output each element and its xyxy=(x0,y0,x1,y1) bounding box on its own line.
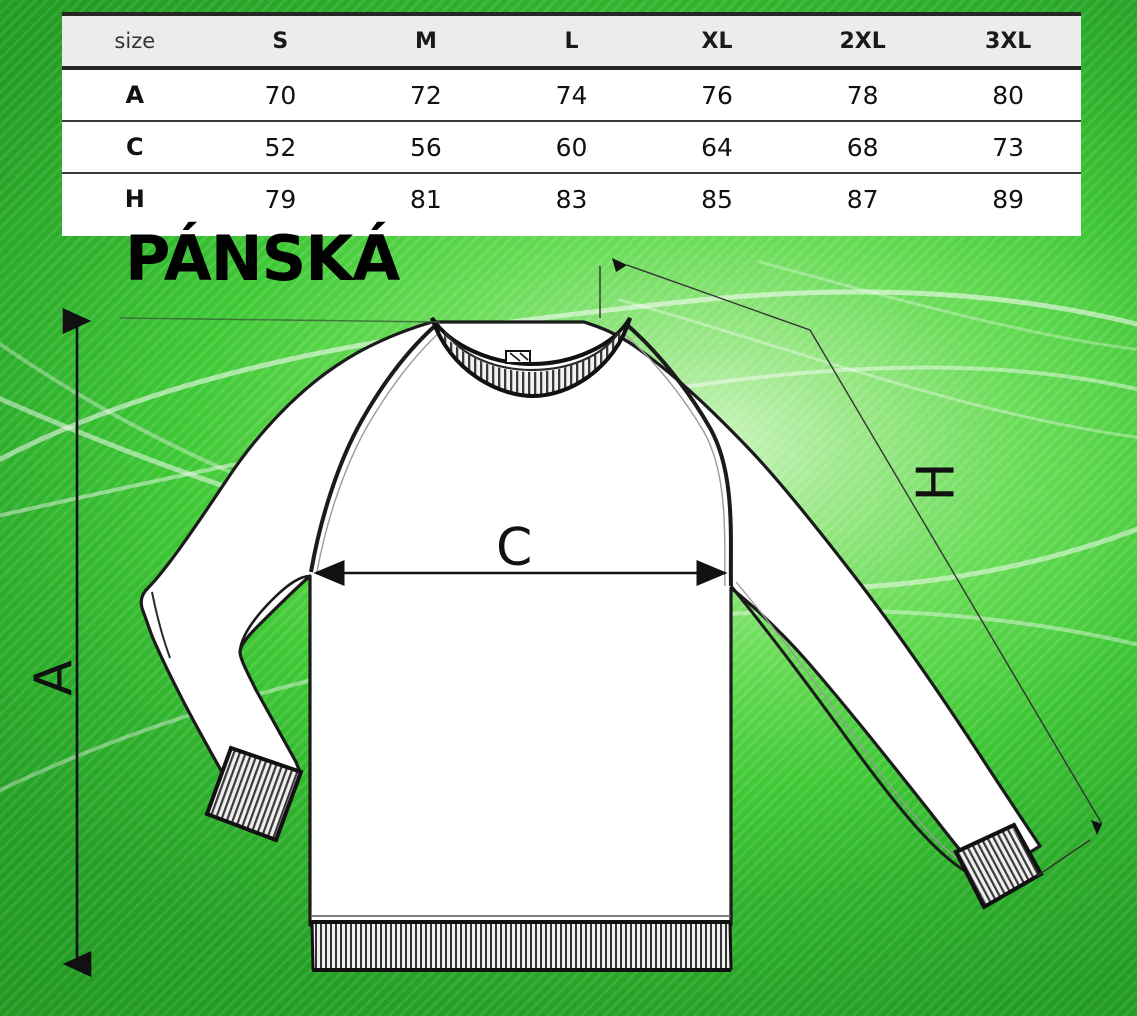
table-row: H 79 81 83 85 87 89 xyxy=(62,173,1081,228)
page-title: PÁNSKÁ xyxy=(125,222,400,295)
dimension-h-arrowhead-bottom xyxy=(1091,820,1102,835)
row-label-c: C xyxy=(62,121,208,174)
sweatshirt-body xyxy=(139,320,1042,927)
column-header-m: M xyxy=(353,12,499,70)
cell-c-3xl: 73 xyxy=(935,121,1081,174)
dimension-h-arrowhead-top xyxy=(612,258,627,272)
cell-h-l: 83 xyxy=(498,173,645,228)
cell-a-3xl: 80 xyxy=(935,68,1081,122)
dimension-arrow-a xyxy=(62,308,441,977)
cell-a-xl: 76 xyxy=(644,68,790,122)
cell-h-3xl: 89 xyxy=(935,173,1081,228)
size-table: size S M L XL 2XL 3XL A 70 72 74 76 78 xyxy=(62,12,1081,228)
dimension-arrow-h xyxy=(599,258,1103,877)
cell-a-l: 74 xyxy=(498,68,645,122)
cell-h-xl: 85 xyxy=(644,173,790,228)
size-table-head: size S M L XL 2XL 3XL xyxy=(62,12,1081,70)
table-row: A 70 72 74 76 78 80 xyxy=(62,68,1081,122)
cell-h-s: 79 xyxy=(207,173,354,228)
cell-c-l: 60 xyxy=(498,121,645,174)
size-table-body: A 70 72 74 76 78 80 C 52 56 60 64 68 73 xyxy=(62,68,1081,228)
column-header-l: L xyxy=(498,12,645,70)
dimension-label-h: H xyxy=(906,462,967,502)
row-label-h: H xyxy=(62,173,208,228)
table-header-row: size S M L XL 2XL 3XL xyxy=(62,12,1081,70)
dimension-label-a: A xyxy=(23,660,84,696)
dimension-h-leader-bottom xyxy=(1036,839,1091,877)
cell-c-m: 56 xyxy=(353,121,499,174)
size-table-container: size S M L XL 2XL 3XL A 70 72 74 76 78 xyxy=(62,12,1081,236)
table-row: C 52 56 60 64 68 73 xyxy=(62,121,1081,174)
cell-a-2xl: 78 xyxy=(789,68,936,122)
row-label-a: A xyxy=(62,68,208,122)
column-header-3xl: 3XL xyxy=(935,12,1081,70)
cell-a-s: 70 xyxy=(207,68,354,122)
column-header-2xl: 2XL xyxy=(789,12,936,70)
column-header-s: S xyxy=(207,12,354,70)
cell-h-2xl: 87 xyxy=(789,173,936,228)
neck-label-tag xyxy=(505,350,531,364)
cell-c-s: 52 xyxy=(207,121,354,174)
cell-c-2xl: 68 xyxy=(789,121,936,174)
column-header-size: size xyxy=(62,12,208,70)
cell-h-m: 81 xyxy=(353,173,499,228)
dimension-a-leader-top xyxy=(119,317,441,323)
hem-ribbing xyxy=(310,915,733,972)
cell-a-m: 72 xyxy=(353,68,499,122)
dimension-h-segment-top xyxy=(626,264,811,331)
column-header-xl: XL xyxy=(644,12,790,70)
dimension-label-c: C xyxy=(496,518,533,578)
cell-c-xl: 64 xyxy=(644,121,790,174)
dimension-h-segment-bottom xyxy=(809,329,1103,825)
